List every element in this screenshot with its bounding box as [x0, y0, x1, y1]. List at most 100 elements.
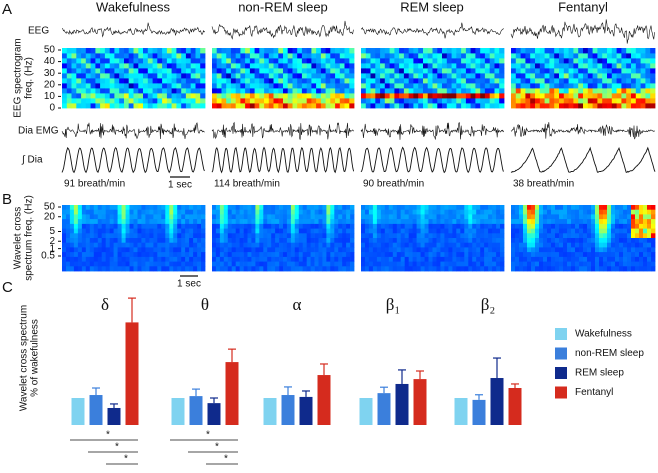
wavelet-cell — [227, 252, 233, 258]
spectrogram-cell — [90, 68, 96, 74]
significance-label: * — [206, 430, 210, 441]
wavelet-cell — [275, 247, 280, 253]
wavelet-cell — [255, 228, 260, 234]
wavelet-cell — [456, 214, 461, 220]
spectrogram-cell — [320, 83, 326, 89]
wavelet-cell — [615, 247, 620, 253]
wavelet-cell — [563, 252, 568, 258]
spectrogram-cell — [616, 63, 622, 69]
wavelet-cell — [547, 238, 552, 244]
spectrogram-cell — [399, 58, 405, 64]
spectrogram-cell — [152, 63, 158, 69]
wavelet-cell — [255, 247, 260, 253]
spectrogram-cell — [480, 78, 486, 84]
wavelet-cell — [215, 228, 221, 234]
wavelet-cell — [488, 261, 493, 267]
wavelet-cell — [571, 219, 576, 225]
wavelet-cell — [322, 205, 327, 211]
wavelet-cell — [338, 209, 343, 215]
wavelet-cell — [338, 205, 343, 211]
spectrogram-cell — [631, 93, 637, 99]
spectrogram-cell — [264, 98, 270, 104]
spectrogram-cell — [306, 53, 312, 59]
breath-rate: 90 breath/min — [363, 179, 424, 190]
spectrogram-cell — [301, 48, 307, 54]
wavelet-cell — [346, 238, 351, 244]
spectrogram-cell — [587, 83, 593, 89]
wavelet-cell — [543, 214, 548, 220]
wavelet-cell — [571, 209, 576, 215]
spectrogram-cell — [100, 73, 106, 79]
spectrogram-cell — [583, 88, 589, 94]
wavelet-cell — [153, 238, 158, 244]
wavelet-cell — [611, 247, 616, 253]
spectrogram-cell — [325, 73, 331, 79]
wavelet-cell — [342, 205, 347, 211]
wavelet-cell — [85, 228, 91, 234]
wavelet-cell — [587, 247, 592, 253]
wavelet-cell — [500, 209, 505, 215]
wavelet-cell — [306, 214, 311, 220]
wavelet-cell — [623, 261, 628, 267]
spectrogram-cell — [370, 93, 376, 99]
wavelet-cell — [412, 256, 417, 263]
wavelet-cell — [408, 209, 414, 215]
spectrogram-cell — [554, 93, 560, 99]
wavelet-cell — [109, 228, 115, 234]
wavelet-cell — [302, 256, 307, 263]
spectrogram-cell — [389, 103, 395, 109]
wavelet-cell — [330, 256, 335, 263]
wavelet-cell — [310, 209, 315, 215]
wavelet-cell — [476, 209, 481, 215]
spectrogram-cell — [549, 58, 555, 64]
spectrogram-cell — [212, 48, 218, 54]
spectrogram-cell — [292, 53, 298, 59]
wavelet-cell — [488, 266, 493, 272]
wavelet-cell — [571, 228, 576, 234]
wavelet-cell — [286, 242, 292, 248]
wavelet-cell — [165, 238, 170, 244]
spectrogram-cell — [157, 73, 163, 79]
wavelet-cell — [639, 223, 644, 230]
wavelet-cell — [169, 209, 174, 215]
spectrogram-cell — [109, 53, 115, 59]
wavelet-cell — [440, 238, 445, 244]
wavelet-cell — [631, 219, 636, 225]
spectrogram-cell — [259, 53, 265, 59]
spectrogram-cell — [484, 68, 491, 74]
wavelet-cell — [432, 214, 437, 220]
spectrogram-cell — [583, 78, 589, 84]
wavelet-cell — [125, 223, 130, 230]
wavelet-cell — [227, 266, 233, 272]
spectrogram-cell — [254, 53, 260, 59]
wavelet-cell — [189, 214, 194, 220]
wavelet-cell — [85, 256, 91, 263]
spectrogram-cell — [446, 93, 452, 99]
spectrogram-cell — [361, 73, 367, 79]
wavelet-cell — [255, 223, 260, 230]
eeg-trace — [211, 20, 354, 40]
spectrogram-cell — [583, 68, 589, 74]
spectrogram-cell — [520, 58, 526, 64]
spectrogram-cell — [95, 58, 101, 64]
spectrogram-cell — [489, 58, 495, 64]
spectrogram-cell — [626, 88, 632, 94]
spectrogram-cell — [100, 68, 106, 74]
wavelet-cell — [77, 247, 83, 253]
wavelet-cell — [298, 209, 304, 215]
wavelet-cell — [372, 242, 378, 248]
wavelet-cell — [468, 214, 473, 220]
wavelet-cell — [392, 214, 398, 220]
spectrogram-cell — [380, 88, 386, 94]
spectrogram-cell — [81, 73, 87, 79]
wavelet-cell — [330, 252, 335, 258]
wavelet-cell — [93, 242, 99, 248]
spectrogram-cell — [611, 98, 617, 104]
spectrogram-cell — [216, 83, 222, 89]
wavelet-cell — [66, 205, 71, 211]
spectrogram-cell — [195, 48, 201, 54]
spectrogram-cell — [330, 78, 336, 84]
wavelet-cell — [85, 238, 91, 244]
spectrogram-cell — [587, 93, 593, 99]
spectrogram-cell — [85, 83, 91, 89]
